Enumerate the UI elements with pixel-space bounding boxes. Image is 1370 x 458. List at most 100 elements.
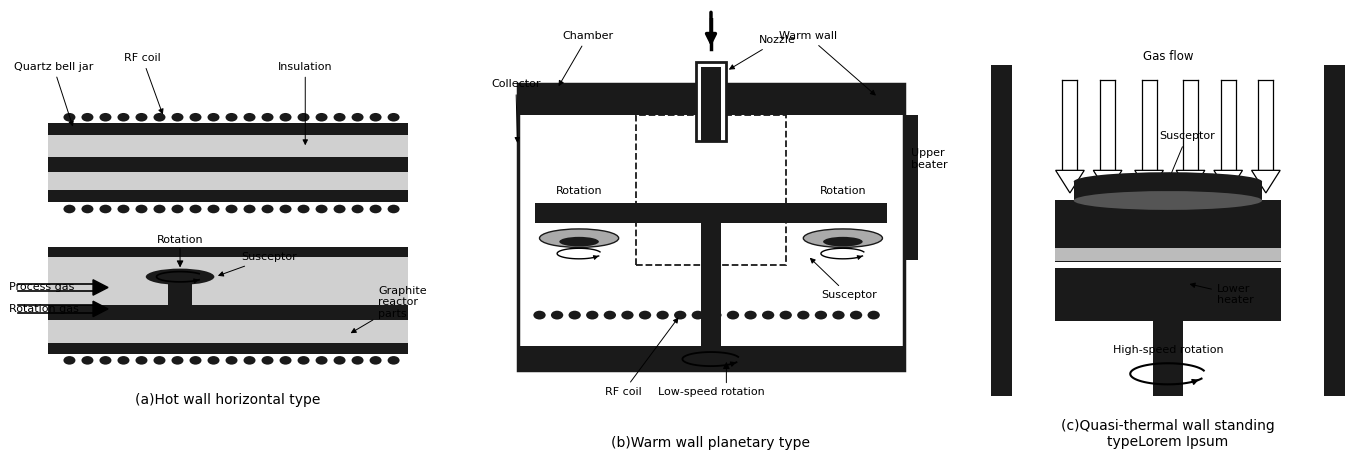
Ellipse shape — [297, 113, 310, 121]
Ellipse shape — [540, 229, 619, 247]
Text: RF coil: RF coil — [604, 318, 678, 397]
Ellipse shape — [262, 356, 274, 365]
Ellipse shape — [171, 205, 184, 213]
Ellipse shape — [81, 356, 93, 365]
Bar — [701, 67, 721, 142]
Ellipse shape — [63, 205, 75, 213]
Ellipse shape — [226, 205, 237, 213]
Ellipse shape — [1074, 172, 1262, 191]
Ellipse shape — [81, 205, 93, 213]
Bar — [636, 115, 786, 265]
Bar — [48, 157, 408, 172]
Ellipse shape — [189, 205, 201, 213]
Polygon shape — [1134, 170, 1163, 193]
Text: Nozzle: Nozzle — [730, 35, 796, 69]
Text: Gas flow: Gas flow — [686, 0, 736, 1]
Ellipse shape — [136, 356, 148, 365]
Polygon shape — [93, 301, 108, 316]
Ellipse shape — [207, 356, 219, 365]
Ellipse shape — [803, 229, 882, 247]
Ellipse shape — [370, 356, 382, 365]
Ellipse shape — [780, 311, 792, 320]
Ellipse shape — [333, 356, 345, 365]
Polygon shape — [1252, 170, 1280, 193]
Ellipse shape — [118, 356, 130, 365]
Text: Insulation: Insulation — [278, 62, 333, 144]
Ellipse shape — [586, 311, 599, 320]
Ellipse shape — [551, 311, 563, 320]
Bar — [518, 84, 904, 370]
Ellipse shape — [279, 356, 292, 365]
Ellipse shape — [370, 113, 382, 121]
Ellipse shape — [744, 311, 756, 320]
Ellipse shape — [145, 268, 214, 285]
Ellipse shape — [762, 311, 774, 320]
Ellipse shape — [388, 113, 400, 121]
Ellipse shape — [352, 356, 363, 365]
Ellipse shape — [297, 205, 310, 213]
Bar — [48, 135, 408, 190]
Ellipse shape — [333, 205, 345, 213]
Ellipse shape — [207, 205, 219, 213]
Ellipse shape — [153, 205, 166, 213]
Ellipse shape — [136, 113, 148, 121]
Ellipse shape — [638, 311, 651, 320]
Bar — [48, 343, 408, 354]
Bar — [1055, 248, 1281, 261]
Bar — [48, 190, 408, 202]
Text: Rotation: Rotation — [156, 234, 203, 245]
Ellipse shape — [189, 113, 201, 121]
Bar — [701, 210, 721, 346]
Bar — [48, 247, 408, 257]
Ellipse shape — [262, 113, 274, 121]
Ellipse shape — [370, 205, 382, 213]
Ellipse shape — [244, 356, 256, 365]
Bar — [48, 123, 408, 135]
Bar — [1074, 182, 1262, 201]
Bar — [518, 84, 904, 115]
Ellipse shape — [315, 113, 327, 121]
Text: Process gas: Process gas — [10, 283, 75, 293]
Ellipse shape — [81, 113, 93, 121]
Ellipse shape — [333, 113, 345, 121]
Ellipse shape — [262, 205, 274, 213]
Polygon shape — [1177, 170, 1204, 193]
Ellipse shape — [100, 205, 111, 213]
Ellipse shape — [656, 311, 669, 320]
Ellipse shape — [63, 356, 75, 365]
Ellipse shape — [244, 205, 256, 213]
Text: High-speed rotation: High-speed rotation — [1112, 345, 1223, 355]
Text: Graphite
reactor
parts: Graphite reactor parts — [352, 286, 427, 333]
Ellipse shape — [388, 205, 400, 213]
Text: (a)Hot wall horizontal type: (a)Hot wall horizontal type — [136, 393, 321, 407]
Ellipse shape — [279, 205, 292, 213]
Text: Gas flow: Gas flow — [1143, 50, 1193, 63]
Ellipse shape — [315, 356, 327, 365]
Ellipse shape — [279, 113, 292, 121]
Ellipse shape — [100, 356, 111, 365]
Text: Collector: Collector — [492, 79, 541, 142]
Ellipse shape — [569, 311, 581, 320]
Ellipse shape — [823, 237, 863, 246]
Bar — [799, 203, 886, 223]
Text: Susceptor: Susceptor — [811, 258, 877, 300]
Ellipse shape — [674, 311, 686, 320]
Bar — [1055, 201, 1281, 321]
Text: Quartz bell jar: Quartz bell jar — [14, 62, 93, 125]
Ellipse shape — [692, 311, 704, 320]
Ellipse shape — [136, 205, 148, 213]
Ellipse shape — [727, 311, 740, 320]
Ellipse shape — [153, 356, 166, 365]
Ellipse shape — [604, 311, 616, 320]
Ellipse shape — [621, 311, 633, 320]
Polygon shape — [1056, 170, 1084, 193]
Ellipse shape — [797, 311, 810, 320]
Text: (c)Quasi-thermal wall standing
typeLorem Ipsum: (c)Quasi-thermal wall standing typeLorem… — [1060, 419, 1274, 449]
Ellipse shape — [533, 311, 545, 320]
Bar — [696, 62, 726, 142]
Ellipse shape — [352, 113, 363, 121]
Ellipse shape — [171, 113, 184, 121]
Bar — [518, 346, 904, 370]
Bar — [904, 115, 918, 260]
Ellipse shape — [297, 356, 310, 365]
